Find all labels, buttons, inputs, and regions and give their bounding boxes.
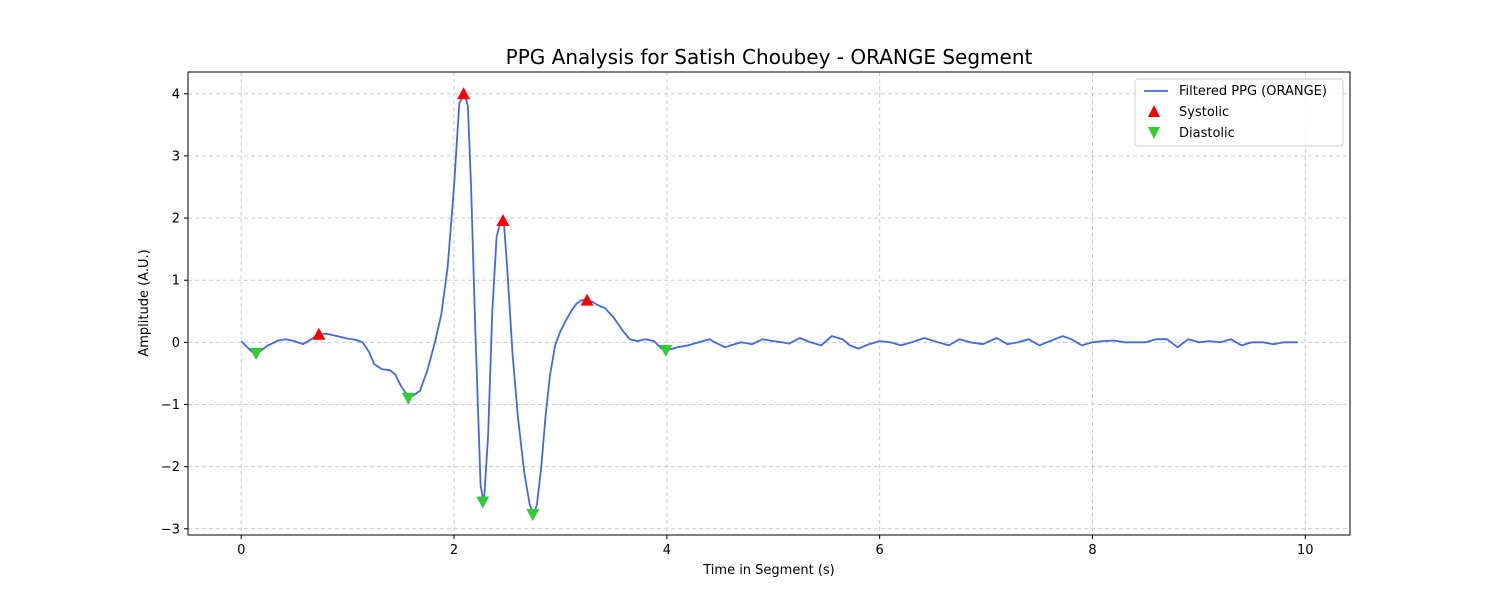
legend: Filtered PPG (ORANGE) Systolic Diastolic (1134, 78, 1344, 147)
systolic-marker (496, 214, 510, 227)
legend-label-systolic: Systolic (1179, 105, 1229, 120)
y-tick-label: 0 (172, 336, 180, 351)
y-axis-label: Amplitude (A.U.) (137, 249, 152, 356)
diastolic-marker (401, 392, 415, 405)
systolic-marker (580, 293, 594, 306)
diastolic-marker (526, 508, 540, 521)
y-tick-label: 2 (172, 212, 180, 227)
x-tick-label: 6 (876, 543, 884, 558)
x-tick-label: 8 (1088, 543, 1096, 558)
legend-systolic-marker (1148, 105, 1160, 117)
y-tick-label: −2 (161, 460, 180, 475)
legend-label-diastolic: Diastolic (1179, 126, 1235, 141)
chart-title: PPG Analysis for Satish Choubey - ORANGE… (506, 45, 1033, 69)
legend-label-filtered: Filtered PPG (ORANGE) (1179, 84, 1327, 99)
systolic-marker (457, 87, 471, 100)
plot-frame (187, 71, 1351, 536)
x-tick-label: 10 (1297, 543, 1314, 558)
systolic-marker (312, 327, 326, 340)
y-tick-label: 3 (172, 149, 180, 164)
axis-ticks: 0 2 4 6 8 10 −3 −2 −1 0 1 2 3 4 (161, 87, 1314, 558)
diastolic-marker (249, 348, 263, 361)
y-tick-label: −3 (161, 522, 180, 537)
x-tick-label: 0 (237, 543, 245, 558)
x-tick-label: 4 (663, 543, 671, 558)
legend-box (1134, 78, 1344, 147)
diastolic-marker (476, 496, 490, 509)
y-tick-label: 1 (172, 274, 180, 289)
filtered-ppg-line (240, 92, 1298, 516)
y-tick-label: −1 (161, 398, 180, 413)
y-tick-label: 4 (172, 87, 180, 102)
plot-area (240, 87, 1298, 521)
legend-diastolic-marker (1148, 127, 1160, 139)
diastolic-marker (659, 344, 673, 357)
x-tick-label: 2 (450, 543, 458, 558)
x-axis-label: Time in Segment (s) (702, 563, 834, 578)
